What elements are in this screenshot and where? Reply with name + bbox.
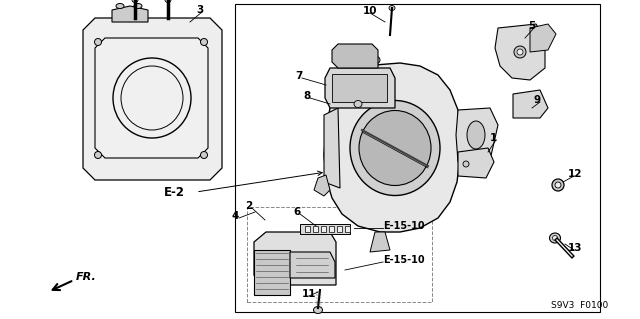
- Bar: [321, 226, 326, 232]
- Text: 6: 6: [293, 207, 300, 217]
- Text: 4: 4: [232, 211, 239, 221]
- Polygon shape: [338, 72, 370, 100]
- Text: 13: 13: [568, 243, 582, 253]
- Bar: [235, 4, 600, 312]
- Bar: [332, 74, 387, 102]
- Polygon shape: [370, 232, 390, 252]
- Text: 5: 5: [528, 21, 535, 31]
- Polygon shape: [530, 24, 556, 52]
- Ellipse shape: [370, 56, 380, 64]
- Polygon shape: [456, 108, 498, 162]
- Polygon shape: [112, 6, 148, 22]
- Ellipse shape: [552, 179, 564, 191]
- Text: 1: 1: [490, 133, 497, 143]
- Bar: [337, 226, 342, 232]
- Polygon shape: [314, 175, 330, 196]
- Ellipse shape: [134, 4, 142, 9]
- Ellipse shape: [350, 100, 440, 196]
- Polygon shape: [83, 18, 222, 180]
- Polygon shape: [324, 108, 340, 188]
- Ellipse shape: [95, 152, 102, 159]
- Ellipse shape: [552, 235, 557, 241]
- Text: 7: 7: [295, 71, 302, 81]
- Polygon shape: [95, 38, 208, 158]
- Ellipse shape: [389, 5, 395, 11]
- Ellipse shape: [514, 46, 526, 58]
- Text: 2: 2: [245, 201, 252, 211]
- Text: E-15-10: E-15-10: [383, 255, 424, 265]
- Bar: [247, 207, 432, 302]
- Ellipse shape: [354, 100, 362, 108]
- Ellipse shape: [200, 152, 207, 159]
- Ellipse shape: [200, 39, 207, 46]
- Polygon shape: [254, 232, 336, 285]
- Polygon shape: [495, 24, 545, 80]
- Polygon shape: [458, 148, 494, 178]
- Text: 11: 11: [302, 289, 317, 299]
- Text: S9V3  F0100: S9V3 F0100: [551, 301, 608, 310]
- Ellipse shape: [95, 39, 102, 46]
- Text: 12: 12: [568, 169, 582, 179]
- Bar: [313, 226, 318, 232]
- Ellipse shape: [314, 307, 323, 314]
- Polygon shape: [300, 224, 350, 234]
- Text: E-2: E-2: [164, 187, 185, 199]
- Text: 8: 8: [303, 91, 310, 101]
- Bar: [345, 226, 350, 232]
- Polygon shape: [290, 252, 335, 278]
- Ellipse shape: [350, 61, 360, 69]
- Ellipse shape: [517, 49, 523, 55]
- Text: 10: 10: [363, 6, 378, 16]
- Text: FR.: FR.: [76, 272, 97, 282]
- Bar: [305, 226, 310, 232]
- Ellipse shape: [132, 0, 138, 3]
- Bar: [329, 226, 334, 232]
- Ellipse shape: [550, 233, 561, 243]
- Text: 9: 9: [534, 95, 541, 105]
- Ellipse shape: [467, 121, 485, 149]
- Ellipse shape: [555, 182, 561, 188]
- Ellipse shape: [116, 4, 124, 9]
- Polygon shape: [254, 250, 290, 295]
- Ellipse shape: [463, 161, 469, 167]
- Polygon shape: [332, 44, 378, 68]
- Ellipse shape: [458, 154, 466, 162]
- Text: 3: 3: [196, 5, 204, 15]
- Ellipse shape: [359, 110, 431, 186]
- Ellipse shape: [165, 0, 171, 3]
- Text: E-15-10: E-15-10: [383, 221, 424, 231]
- Polygon shape: [324, 63, 460, 232]
- Polygon shape: [325, 68, 395, 108]
- Polygon shape: [513, 90, 548, 118]
